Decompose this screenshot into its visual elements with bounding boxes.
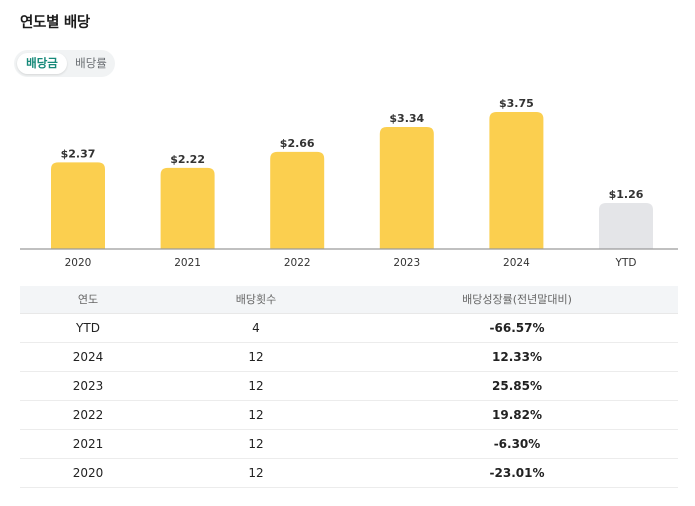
- bar-ytd[interactable]: [599, 202, 653, 249]
- bar-2020[interactable]: [51, 162, 105, 249]
- value-label: $2.66: [280, 137, 315, 150]
- value-label: $1.26: [609, 188, 644, 201]
- table-row: 2023 12 25.85%: [20, 371, 678, 401]
- cell-year: 2021: [20, 429, 156, 459]
- x-tick-label: YTD: [615, 257, 637, 269]
- cell-count: 12: [156, 458, 356, 488]
- cell-year: YTD: [20, 313, 156, 343]
- tab-dividend-yield[interactable]: 배당률: [75, 56, 107, 70]
- cell-year: 2024: [20, 342, 156, 372]
- cell-growth: -23.01%: [356, 458, 678, 488]
- value-label: $3.34: [389, 112, 424, 125]
- cell-count: 12: [156, 429, 356, 459]
- cell-year: 2020: [20, 458, 156, 488]
- section-title: 연도별 배당: [20, 15, 90, 31]
- dividend-bar-chart: $2.37 2020 $2.22 2021 $2.66 2022 $3.34 2023 $3.7…: [20, 97, 678, 269]
- value-label: $2.37: [61, 147, 96, 160]
- column-header-count: 배당횟수: [156, 286, 356, 314]
- cell-count: 12: [156, 400, 356, 430]
- cell-growth: 25.85%: [356, 371, 678, 401]
- table-row: YTD 4 -66.57%: [20, 313, 678, 343]
- cell-year: 2023: [20, 371, 156, 401]
- x-tick-label: 2021: [174, 257, 201, 269]
- bar-2023[interactable]: [379, 126, 434, 249]
- cell-count: 4: [156, 313, 356, 343]
- table-row: 2022 12 19.82%: [20, 400, 678, 430]
- x-tick-label: 2024: [503, 257, 530, 269]
- value-label: $3.75: [499, 97, 534, 110]
- dividend-table: 연도 배당횟수 배당성장률(전년말대비) YTD 4 -66.57% 2024 …: [20, 286, 678, 488]
- cell-count: 12: [156, 371, 356, 401]
- column-header-year: 연도: [20, 286, 156, 314]
- x-tick-label: 2022: [284, 257, 311, 269]
- bar-2021[interactable]: [160, 167, 215, 249]
- cell-count: 12: [156, 342, 356, 372]
- x-tick-label: 2023: [393, 257, 420, 269]
- tab-dividend-amount[interactable]: 배당금: [17, 53, 67, 74]
- table-row: 2024 12 12.33%: [20, 342, 678, 372]
- bar-2022[interactable]: [270, 151, 325, 249]
- table-row: 2021 12 -6.30%: [20, 429, 678, 459]
- x-tick-label: 2020: [65, 257, 92, 269]
- cell-growth: 12.33%: [356, 342, 678, 372]
- dividend-metric-toggle: 배당금 배당률: [14, 50, 115, 77]
- column-header-growth: 배당성장률(전년말대비): [356, 286, 678, 314]
- cell-growth: 19.82%: [356, 400, 678, 430]
- table-header-row: 연도 배당횟수 배당성장률(전년말대비): [20, 286, 678, 314]
- value-label: $2.22: [170, 153, 205, 166]
- table-row: 2020 12 -23.01%: [20, 458, 678, 488]
- cell-year: 2022: [20, 400, 156, 430]
- bar-2024[interactable]: [489, 112, 544, 249]
- cell-growth: -6.30%: [356, 429, 678, 459]
- cell-growth: -66.57%: [356, 313, 678, 343]
